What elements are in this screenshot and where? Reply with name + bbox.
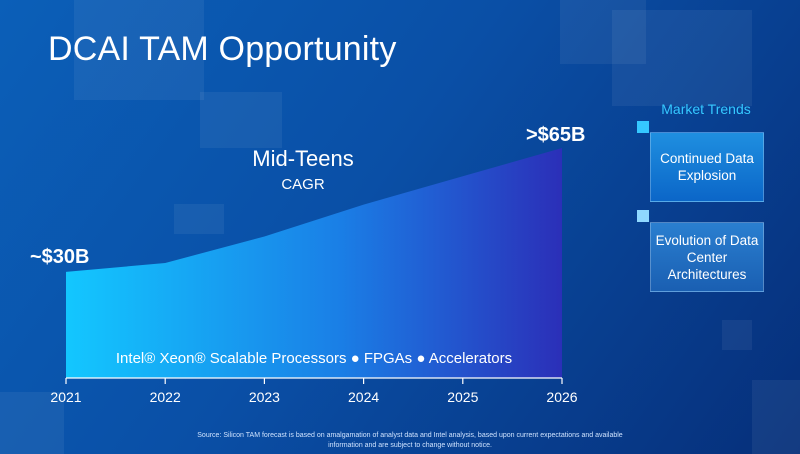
trend-box-architectures: Evolution of Data Center Architectures [650,222,764,292]
bg-square [174,204,224,234]
bg-square [200,92,282,148]
x-tick-label: 2021 [50,389,81,405]
x-tick-label: 2022 [150,389,181,405]
products-line: Intel® Xeon® Scalable Processors ● FPGAs… [115,350,513,367]
start-value-label: ~$30B [30,246,90,268]
cagr-line1: Mid-Teens [252,146,354,171]
source-footnote: Source: Silicon TAM forecast is based on… [197,432,623,449]
x-tick-label: 2025 [447,389,478,405]
bg-square [0,392,64,454]
bg-square [74,0,204,100]
cagr-line2: CAGR [281,176,325,193]
end-value-label: >$65B [526,124,586,146]
bg-square [560,0,646,64]
cagr-annotation: Mid-Teens CAGR [228,146,378,193]
x-tick-label: 2023 [249,389,280,405]
market-trends-title: Market Trends [661,101,751,117]
tam-area-series [66,148,562,378]
x-tick-label: 2026 [546,389,577,405]
trend-marker [637,210,649,222]
bg-square [722,320,752,350]
bg-square [612,10,752,106]
page-title: DCAI TAM Opportunity [48,30,397,68]
trend-marker [637,121,649,133]
trend-box-data-explosion: Continued Data Explosion [650,132,764,202]
x-tick-label: 2024 [348,389,379,405]
bg-square [752,380,800,454]
